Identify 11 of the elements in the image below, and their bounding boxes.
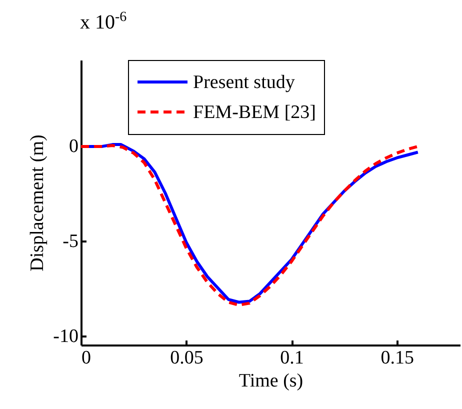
x-tick-label: 0.05: [170, 348, 204, 368]
y-tick-label: 0: [69, 136, 78, 157]
legend-label: FEM-BEM [23]: [193, 102, 316, 123]
x-tick-label: 0.15: [380, 348, 414, 368]
y-tick-label: -5: [62, 231, 78, 252]
legend-label: Present study: [193, 72, 296, 93]
x-axis-title: Time (s): [238, 370, 304, 392]
x-tick-label: 0.1: [280, 348, 304, 368]
y-axis-title: Displacement (m): [27, 134, 48, 272]
text: x 10$^{-6}$: [80, 10, 127, 35]
y-tick-label: -10: [53, 326, 78, 347]
